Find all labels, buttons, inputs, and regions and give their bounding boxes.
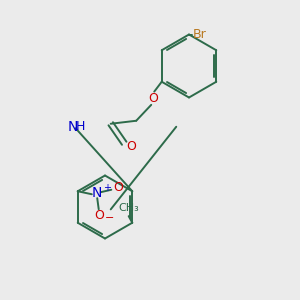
- Text: +: +: [103, 183, 111, 193]
- Text: N: N: [92, 186, 102, 200]
- Text: O: O: [114, 181, 124, 194]
- Text: O: O: [148, 92, 158, 105]
- Text: −: −: [105, 213, 114, 223]
- Text: Br: Br: [193, 28, 206, 41]
- Text: N: N: [67, 120, 78, 134]
- Text: H: H: [76, 120, 85, 133]
- Text: O: O: [127, 140, 136, 153]
- Text: CH₃: CH₃: [118, 203, 139, 213]
- Text: O: O: [94, 209, 104, 222]
